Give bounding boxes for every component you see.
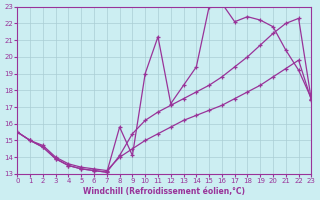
X-axis label: Windchill (Refroidissement éolien,°C): Windchill (Refroidissement éolien,°C) [84, 187, 245, 196]
